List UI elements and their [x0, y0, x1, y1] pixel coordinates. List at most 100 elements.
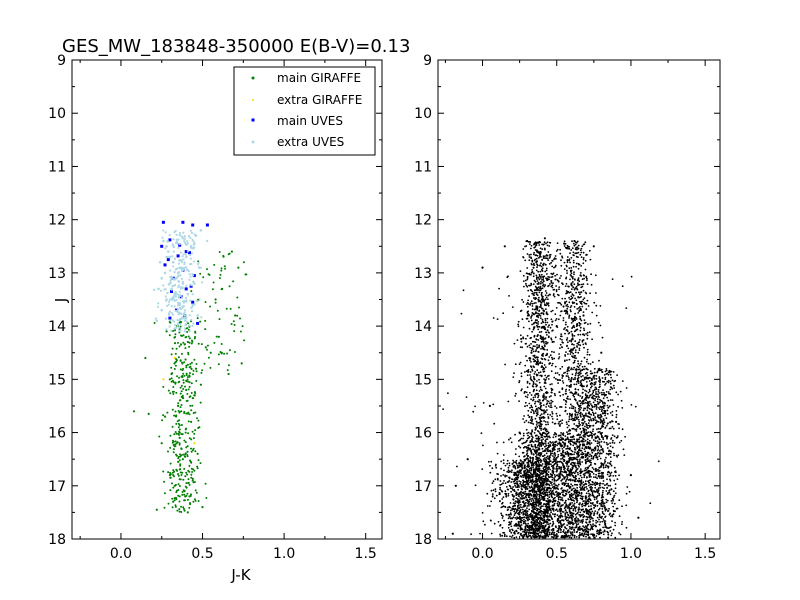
data-point — [538, 252, 541, 255]
data-point — [559, 414, 561, 417]
data-point — [541, 529, 543, 532]
data-point — [189, 503, 192, 506]
data-point — [611, 387, 614, 390]
data-point — [590, 476, 592, 478]
data-point — [570, 340, 573, 343]
data-point — [555, 250, 558, 252]
data-point — [590, 403, 592, 405]
data-point — [573, 383, 576, 386]
data-point — [544, 465, 546, 468]
data-point — [225, 307, 228, 310]
data-point — [174, 505, 177, 508]
data-point — [561, 510, 564, 513]
data-point — [174, 342, 177, 345]
data-point — [209, 305, 212, 308]
data-point — [169, 281, 172, 284]
data-point — [587, 397, 590, 399]
data-point — [604, 378, 607, 380]
data-point — [541, 524, 544, 527]
data-point — [613, 494, 616, 497]
data-point — [582, 375, 584, 377]
data-point — [613, 380, 616, 383]
data-point — [548, 506, 551, 508]
data-point — [525, 450, 528, 452]
data-point — [172, 386, 175, 388]
data-point — [536, 358, 539, 361]
data-point — [530, 315, 533, 318]
data-point — [182, 453, 185, 456]
data-point — [542, 368, 544, 371]
data-point — [166, 304, 169, 307]
data-point — [192, 447, 195, 450]
data-point — [611, 502, 614, 504]
data-point — [590, 505, 592, 507]
data-point — [169, 462, 172, 465]
data-point — [535, 291, 538, 294]
data-point — [566, 433, 569, 436]
data-point — [577, 510, 580, 512]
data-point — [188, 437, 191, 440]
data-point — [604, 506, 606, 509]
data-point — [565, 247, 568, 250]
data-point — [528, 471, 531, 473]
data-point — [537, 393, 540, 395]
data-point — [578, 263, 580, 266]
data-point — [192, 412, 195, 414]
data-point — [591, 491, 594, 494]
data-point — [517, 488, 519, 491]
data-point — [188, 273, 191, 276]
data-point — [605, 526, 607, 528]
data-point — [199, 401, 202, 404]
data-point — [188, 413, 191, 416]
data-point — [536, 413, 539, 416]
data-point — [588, 426, 591, 428]
data-point — [174, 445, 177, 448]
data-point — [527, 421, 530, 424]
data-point — [527, 313, 530, 315]
data-point — [526, 505, 529, 507]
data-point — [582, 388, 584, 391]
data-point — [574, 428, 577, 431]
data-point — [187, 328, 190, 331]
data-point — [187, 478, 190, 481]
data-point — [599, 457, 602, 460]
data-point — [568, 407, 571, 409]
data-point — [590, 449, 593, 452]
data-point — [587, 415, 589, 418]
data-point — [609, 399, 612, 401]
data-point — [611, 532, 613, 535]
data-point — [188, 278, 191, 281]
data-point — [519, 346, 522, 348]
data-point — [179, 368, 182, 371]
data-point — [583, 402, 585, 405]
data-point — [180, 424, 183, 426]
data-point — [602, 476, 605, 479]
data-point — [564, 439, 567, 441]
data-point — [559, 367, 562, 370]
data-point — [581, 396, 584, 398]
data-point — [187, 235, 191, 238]
legend-marker-main-giraffe — [251, 76, 255, 80]
data-point — [543, 285, 546, 288]
data-point — [588, 416, 591, 419]
data-point — [177, 460, 180, 463]
data-point — [610, 488, 613, 490]
data-point — [545, 323, 547, 326]
data-point — [542, 438, 544, 440]
data-point — [535, 274, 538, 277]
data-point — [605, 382, 607, 385]
data-point — [605, 368, 608, 370]
data-point — [576, 252, 578, 255]
data-point — [207, 273, 210, 276]
data-point — [550, 463, 552, 466]
data-point — [173, 475, 176, 478]
data-point — [533, 535, 536, 538]
data-point — [192, 373, 194, 376]
data-point — [570, 322, 573, 324]
data-point — [612, 490, 615, 493]
data-point — [519, 361, 522, 364]
data-point — [198, 266, 201, 269]
data-point — [176, 420, 179, 423]
data-point — [144, 356, 147, 360]
data-point — [180, 384, 183, 387]
